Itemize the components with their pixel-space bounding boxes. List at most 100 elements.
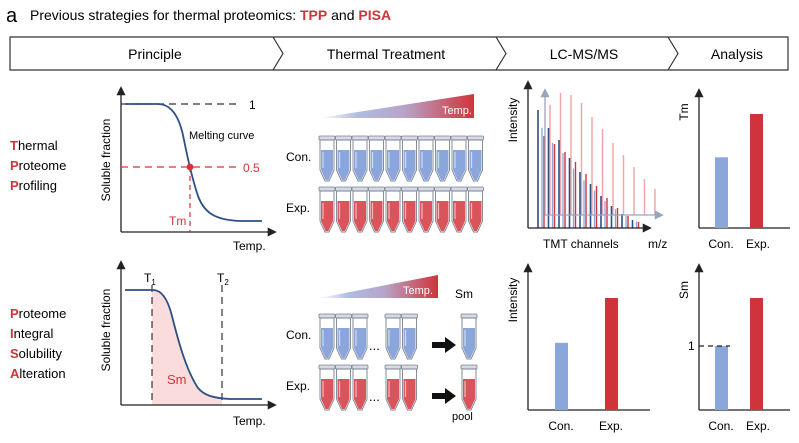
pisa-analysis-bar-con — [715, 346, 728, 410]
tpp-tube-row-exp — [318, 186, 484, 233]
pisa-con-label: Con. — [286, 328, 311, 342]
header-chevron-2 — [495, 36, 507, 71]
tpp-exp-tube — [467, 186, 484, 233]
title-pisa: PISA — [358, 7, 391, 23]
pisa-temp-label: Temp. — [403, 285, 433, 297]
tube-cap — [335, 313, 352, 319]
tpp-analysis-bars — [715, 114, 763, 228]
pisa-analysis-ref-label: 1 — [688, 339, 695, 353]
tpp-exp-tube — [368, 186, 385, 233]
tpp-exp-tube — [351, 186, 369, 233]
tpp-label-line-3: Profiling — [10, 178, 57, 193]
tube-cap — [368, 135, 385, 141]
tpp-con-tube — [351, 135, 369, 182]
tpp-con-tube — [384, 135, 402, 182]
header-step-principle: Principle — [128, 46, 182, 62]
pisa-analysis-xtick-con: Con. — [708, 419, 733, 433]
workflow-header-frame — [9, 36, 789, 71]
pisa-exp-label: Exp. — [286, 379, 310, 393]
pisa-lcms-ylabel: Intensity — [506, 278, 520, 323]
tube-cap — [460, 364, 478, 370]
pisa-tube-row-exp — [318, 364, 418, 411]
pisa-con-ellipsis: ... — [369, 338, 380, 353]
tpp-con-tube — [401, 135, 418, 182]
pisa-sm-header: Sm — [455, 287, 473, 301]
tube-cap — [318, 135, 336, 141]
tpp-con-tube — [318, 135, 336, 182]
tpp-analysis-bar-con — [715, 157, 728, 228]
title-tpp: TPP — [300, 7, 327, 23]
tube-liquid — [387, 328, 399, 358]
pisa-melting-curve — [125, 289, 262, 400]
tube-liquid — [354, 201, 366, 231]
tube-cap — [434, 186, 451, 192]
pisa-exp-tube — [351, 364, 369, 411]
tube-liquid — [436, 150, 449, 180]
pisa-con-arrow — [432, 337, 456, 353]
tpp-spectrum-lines — [537, 93, 656, 228]
tpp-con-tube — [368, 135, 385, 182]
pisa-sm-label: Sm — [167, 372, 187, 387]
tube-liquid — [337, 201, 350, 231]
tpp-con-tube — [434, 135, 451, 182]
tube-cap — [335, 364, 352, 370]
tpp-treatment: Temp. Con. Exp. — [286, 94, 484, 233]
tube-cap — [368, 186, 385, 192]
pisa-lcms-xtick-con: Con. — [548, 419, 573, 433]
pisa-lcms-bars — [555, 298, 618, 410]
tpp-row-label: Thermal Proteome Profiling — [10, 138, 66, 193]
tpp-exp-tube — [417, 186, 435, 233]
tpp-principle-ylabel: Soluble fraction — [99, 119, 113, 202]
tpp-con-tube — [417, 135, 435, 182]
tpp-con-tube — [467, 135, 484, 182]
tube-cap — [460, 313, 478, 319]
tube-liquid — [337, 328, 350, 358]
header-step-thermal-treatment: Thermal Treatment — [327, 46, 445, 62]
tube-liquid — [387, 201, 399, 231]
tpp-lcms-xunit: m/z — [648, 237, 667, 251]
tube-liquid — [453, 150, 465, 180]
pisa-con-tube — [401, 313, 418, 360]
tube-liquid — [387, 150, 399, 180]
pisa-con-tube — [335, 313, 352, 360]
tube-liquid — [463, 328, 475, 358]
tube-liquid — [321, 328, 333, 358]
tube-cap — [401, 313, 418, 319]
pisa-exp-arrow — [432, 388, 456, 404]
pisa-con-tube — [318, 313, 336, 360]
tube-liquid — [337, 379, 350, 409]
tube-cap — [384, 135, 402, 141]
tpp-tm-point — [186, 163, 194, 171]
tpp-label-line-1: Thermal — [10, 138, 58, 153]
pisa-principle-xlabel: Temp. — [233, 414, 266, 428]
pisa-lcms-xtick-exp: Exp. — [599, 419, 623, 433]
title-text: Previous strategies for thermal proteomi… — [30, 7, 391, 23]
tube-cap — [318, 186, 336, 192]
tube-cap — [467, 186, 484, 192]
tube-liquid — [354, 328, 366, 358]
tpp-con-tube — [450, 135, 468, 182]
pisa-label-line-1: Proteome — [10, 306, 66, 321]
tpp-temp-gradient — [319, 94, 474, 118]
tube-cap — [351, 313, 369, 319]
pisa-con-tube — [351, 313, 369, 360]
tpp-exp-tube — [335, 186, 352, 233]
tube-cap — [417, 135, 435, 141]
tube-liquid — [420, 201, 432, 231]
title-and: and — [327, 7, 358, 23]
header-step-lcms: LC-MS/MS — [550, 46, 618, 62]
pisa-row-label: Proteome Integral Solubility Alteration — [10, 306, 66, 381]
tpp-tube-row-con — [318, 135, 484, 182]
tube-cap — [417, 186, 435, 192]
pisa-label-line-4: Alteration — [10, 366, 66, 381]
tube-liquid — [354, 150, 366, 180]
pisa-exp-tube — [384, 364, 402, 411]
tube-cap — [467, 135, 484, 141]
tpp-analysis-ylabel: Tm — [677, 103, 691, 120]
tube-liquid — [453, 201, 465, 231]
tube-liquid — [463, 379, 475, 409]
tube-liquid — [403, 328, 416, 358]
pisa-analysis-chart: 1 Sm Con. Exp. — [677, 263, 790, 433]
tube-cap — [351, 364, 369, 370]
tube-cap — [384, 186, 402, 192]
